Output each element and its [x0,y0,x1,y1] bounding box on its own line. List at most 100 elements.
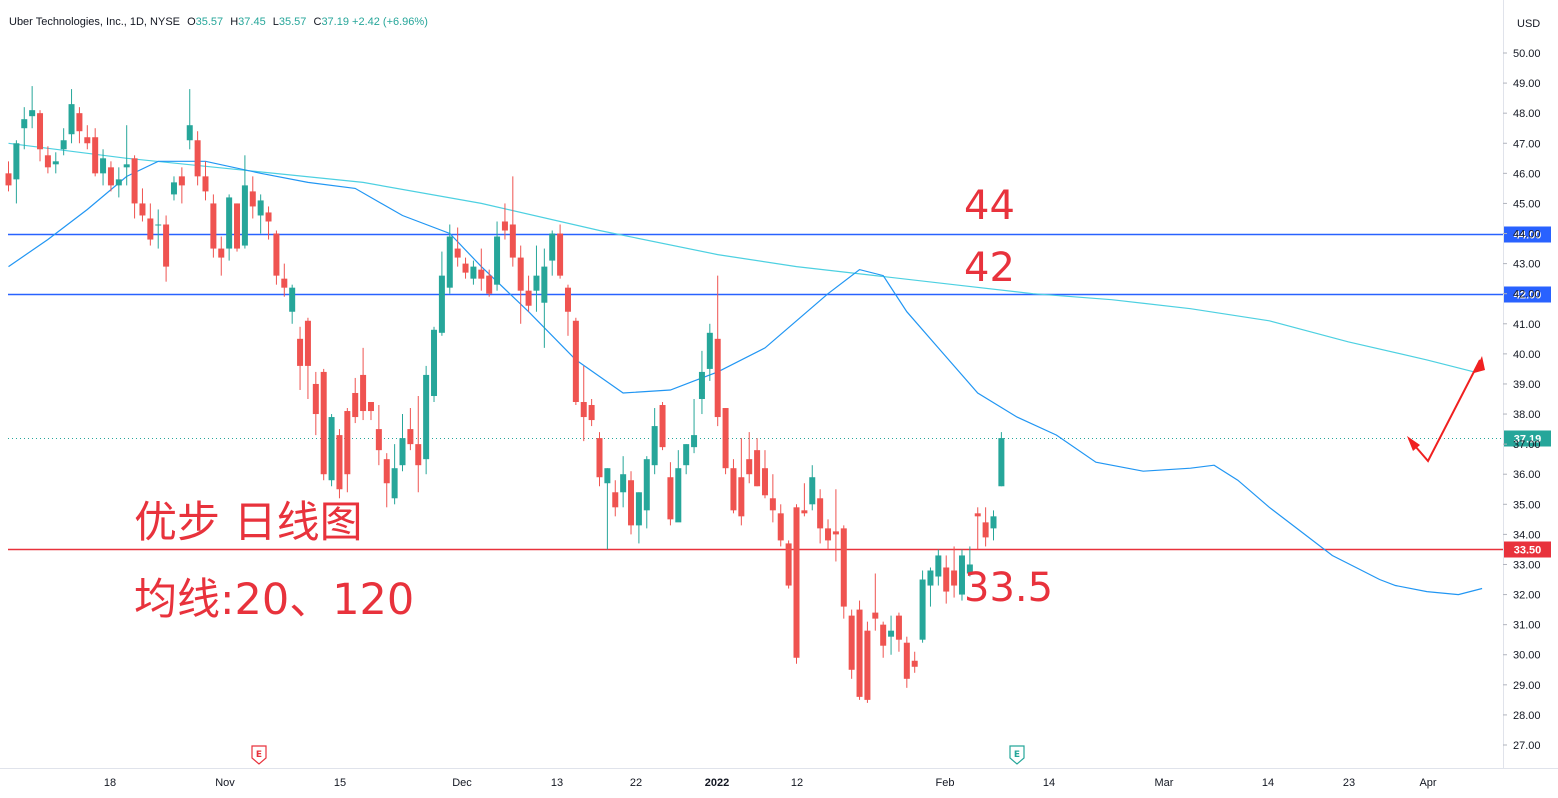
candle-body [320,371,327,475]
candle-body [675,468,682,523]
candle-body [100,158,107,174]
time-tick-label: 14 [1262,777,1274,789]
candle-body [84,137,91,144]
candle-body [509,224,516,258]
candle-body [958,555,965,595]
candle-body [517,257,524,291]
price-tick-label: 27.00 [1513,740,1541,752]
candle-body [226,197,233,249]
candle-body [312,383,319,415]
earnings-icon [251,745,267,765]
candle-body [304,320,311,366]
price-tick-label: 44.00 [1513,229,1541,241]
candle-body [115,179,122,186]
candle-body [580,402,587,418]
candle-body [832,531,839,535]
candle-body [155,224,162,226]
candle-body [297,338,304,366]
candle-body [903,642,910,679]
time-axis[interactable]: 18 Nov 15 Dec 13 22 2022 12 Feb 14 Mar 14 23 Apr [104,777,1437,789]
candle-body [628,480,635,526]
candle-body [352,392,359,418]
candle-body [178,176,185,186]
price-tick-label: 34.00 [1513,529,1541,541]
time-tick-label: Mar [1155,777,1174,789]
candle-body [344,411,351,475]
level-price-tag [1504,541,1551,558]
candle-body [462,263,469,273]
candle-body [391,468,398,499]
annotation-33-5: 33.5 [964,565,1054,611]
candle-body [525,290,532,306]
price-tick-label: 48.00 [1513,108,1541,120]
open-label: O [187,16,196,28]
candle-body [336,435,343,490]
candle-body [68,104,75,135]
last-price-tag [1504,430,1551,447]
price-tick-label: 42.00 [1513,289,1541,301]
candle-body [785,543,792,586]
candle-body [620,474,627,493]
candle-body [139,203,146,216]
candle-body [793,507,800,658]
candle-body [415,444,422,466]
price-tick-label: 29.00 [1513,680,1541,692]
candle-body [13,143,20,180]
annotation-42: 42 [964,245,1015,291]
candle-body [730,468,737,511]
time-tick-label: Apr [1419,777,1436,789]
candle-body [604,468,611,484]
candle-body [714,338,721,418]
candle-body [470,266,477,279]
price-tick-label: 49.00 [1513,78,1541,90]
candle-body [131,158,138,204]
price-tick-label: 41.00 [1513,319,1541,331]
currency-label: USD [1517,18,1541,30]
candle-body [478,269,485,279]
arrow-line [1408,359,1481,463]
price-tick-label: 43.00 [1513,259,1541,271]
candle-body [257,200,264,216]
ma20-line [8,160,1483,596]
candle-body [123,164,130,168]
arrow-head-left [1407,436,1420,451]
time-tick-label: Dec [452,777,472,789]
candle-body [769,498,776,511]
annotation-44: 44 [964,183,1015,229]
price-tick-label: 30.00 [1513,650,1541,662]
candle-body [801,510,808,514]
price-axis[interactable]: 27.00 28.00 29.00 30.00 31.00 32.00 33.00 34.00… [1503,48,1541,752]
price-tick-label: 39.00 [1513,379,1541,391]
candle-body [919,579,926,640]
candle-body [438,275,445,333]
candle-body [202,176,209,192]
candle-body [549,233,556,261]
price-tick-label: 35.00 [1513,499,1541,511]
candle-body [635,492,642,526]
candle-body [265,212,272,222]
candle-body [564,287,571,312]
close-label: C [313,16,322,28]
earnings-icon [1009,745,1025,765]
price-tick-label: 38.00 [1513,409,1541,421]
time-tick-label: 23 [1343,777,1355,789]
candle-body [241,185,248,246]
candle-body [210,203,217,249]
candle-body [557,233,564,276]
candle-body [360,374,367,412]
low-label: L [272,16,279,28]
open-value: 35.57 [195,16,224,28]
candle-body [746,459,753,475]
candle-body [249,191,256,207]
time-tick-label: 14 [1043,777,1055,789]
candle-body [170,182,177,195]
level-price-tag [1504,286,1551,303]
horizontal-levels: 44.00 42.00 33.50 37.19 [8,226,1551,558]
candle-body [52,161,59,165]
price-tick-label: 46.00 [1513,168,1541,180]
candle-body [698,371,705,399]
candle-body [880,624,887,646]
candle-body [754,450,761,487]
